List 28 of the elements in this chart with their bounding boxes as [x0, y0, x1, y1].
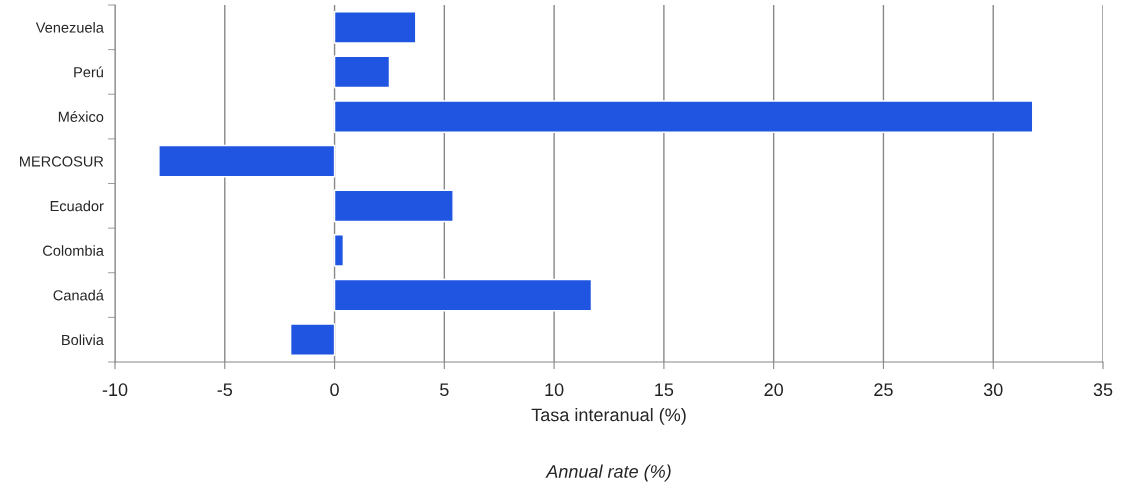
y-tick-label: Bolivia	[62, 334, 104, 346]
bar	[289, 323, 336, 357]
bar	[333, 55, 391, 89]
y-tick-label: Perú	[74, 66, 103, 78]
x-tick-label: 15	[655, 383, 674, 397]
x-tick-label: 25	[874, 383, 893, 397]
x-tick-label: 30	[983, 383, 1003, 397]
x-tick-label: -5	[217, 383, 233, 397]
text: Annual rate (%)	[545, 464, 671, 482]
y-tick-label: Colombia	[43, 245, 104, 256]
bar	[333, 189, 454, 223]
x-tick-label: 0	[330, 383, 339, 397]
y-tick-label: Venezuela	[35, 22, 104, 33]
x-tick-label: 20	[764, 383, 783, 397]
bar	[333, 10, 417, 44]
y-tick-label: MERCOSUR	[20, 156, 104, 167]
x-tick-label: 5	[440, 383, 449, 397]
bar	[333, 234, 345, 267]
bar	[158, 144, 336, 178]
bar	[333, 278, 593, 312]
x-tick-label: -10	[102, 383, 128, 397]
x-tick-label: 35	[1093, 383, 1113, 397]
y-tick-label: Canadá	[53, 289, 104, 301]
y-tick-label: Ecuador	[50, 200, 104, 212]
y-tick-label: México	[58, 111, 104, 122]
x-axis-title: Tasa interanual (%)	[531, 408, 686, 425]
bar	[333, 100, 1034, 133]
x-tick-label: 10	[545, 383, 564, 397]
